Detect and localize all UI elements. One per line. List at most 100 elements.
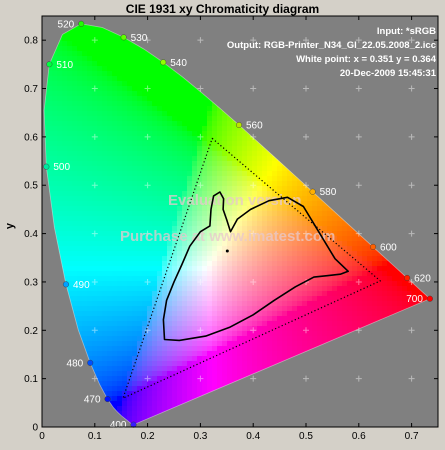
y-tick-label: 0.6 (24, 132, 38, 143)
grid-plus-marker (250, 37, 257, 44)
watermark-line-2: Purchase at www.imatest.com (120, 228, 335, 245)
chart-title: CIE 1931 xy Chromaticity diagram (125, 2, 320, 16)
wavelength-label-510: 510 (56, 60, 73, 71)
wavelength-marker-530 (120, 34, 127, 41)
wavelength-label-490: 490 (73, 280, 90, 291)
wavelength-marker-620 (404, 274, 411, 281)
grid-plus-marker (144, 327, 151, 334)
grid-plus-marker (303, 182, 309, 189)
grid-plus-marker (355, 85, 362, 92)
grid-plus-marker (303, 133, 309, 140)
wavelength-marker-500 (43, 163, 50, 170)
grid-plus-marker (303, 37, 309, 44)
y-tick-label: 0.1 (24, 374, 38, 385)
x-tick-label: 0.1 (88, 431, 102, 442)
axis-ticks: 0 0.1 0.2 0.3 0.4 0.5 0.6 0.7 0 0.1 0.2 0.3 0.4 0.5 0.… (24, 16, 438, 442)
wavelength-marker-560 (235, 122, 242, 129)
grid-plus-marker (408, 182, 415, 189)
grid-plus-marker (408, 230, 415, 237)
wavelength-marker-600 (370, 243, 377, 250)
wavelength-marker-490 (62, 281, 69, 288)
grid-plus-marker (250, 230, 257, 237)
info-input: Input: *sRGB (377, 26, 436, 37)
x-tick-label: 0.4 (246, 431, 260, 442)
wavelength-label-700: 700 (406, 294, 423, 305)
y-tick-label: 0.3 (24, 277, 38, 288)
grid-plus-marker (355, 37, 362, 44)
grid-plus-marker (91, 133, 98, 140)
grid-plus-marker (91, 37, 98, 44)
info-output: Output: RGB-Printer_N34_Gl_22.05.2008_2.… (227, 40, 436, 51)
info-datetime: 20-Dec-2009 15:45:31 (340, 68, 437, 79)
grid-plus-marker (91, 278, 98, 285)
wavelength-marker-540 (160, 59, 167, 66)
wavelength-label-600: 600 (380, 242, 397, 253)
wavelength-label-620: 620 (414, 273, 431, 284)
grid-plus-marker (144, 375, 151, 382)
wavelength-marker-700 (426, 295, 433, 302)
wavelength-label-530: 530 (131, 33, 148, 44)
grid-plus-marker (408, 278, 415, 285)
grid-plus-marker (91, 85, 98, 92)
grid-plus-marker (303, 230, 309, 237)
grid-plus-marker (355, 230, 362, 237)
grid-plus-marker (91, 375, 98, 382)
white-point-marker (225, 249, 229, 253)
gamut-polygon-solid (162, 191, 350, 342)
grid-plus-marker (250, 85, 257, 92)
grid-plus-marker (91, 182, 98, 189)
x-tick-label: 0.3 (193, 431, 207, 442)
grid-plus-markers (91, 37, 415, 382)
grid-plus-marker (355, 182, 362, 189)
y-tick-label: 0.2 (24, 326, 38, 337)
y-tick-label: 0.8 (24, 36, 38, 47)
grid-plus-marker (408, 327, 415, 334)
wavelength-label-470: 470 (84, 395, 101, 406)
grid-plus-marker (197, 278, 204, 285)
grid-plus-marker (197, 327, 204, 334)
grid-plus-marker (303, 85, 309, 92)
x-tick-label: 0.6 (352, 431, 366, 442)
grid-plus-marker (91, 230, 98, 237)
grid-plus-marker (303, 375, 309, 382)
y-tick-label: 0.5 (24, 181, 38, 192)
wavelength-label-400: 400 (110, 420, 127, 431)
gamut-series (122, 137, 381, 399)
grid-plus-marker (355, 133, 362, 140)
wavelength-markers: 400 470 480 490 500 510 520 530 540 560 580 600 620 7… (43, 19, 433, 431)
info-white-point: White point: x = 0.351 y = 0.364 (296, 54, 437, 65)
grid-plus-marker (144, 133, 151, 140)
y-tick-label: 0 (32, 423, 38, 434)
grid-plus-marker (144, 37, 151, 44)
grid-plus-marker (250, 278, 257, 285)
axes-frame (41, 15, 439, 428)
wavelength-marker-510 (46, 61, 53, 68)
grid-plus-marker (408, 37, 415, 44)
grid-plus-marker (197, 133, 204, 140)
grid-plus-marker (144, 278, 151, 285)
grid-plus-marker (250, 375, 257, 382)
wavelength-label-500: 500 (53, 162, 70, 173)
y-tick-label: 0.7 (24, 84, 38, 95)
y-tick-label: 0.4 (24, 229, 38, 240)
grid-plus-marker (250, 133, 257, 140)
x-tick-label: 0.5 (299, 431, 313, 442)
wavelength-marker-520 (78, 20, 85, 27)
grid-plus-marker (355, 327, 362, 334)
grid-plus-marker (197, 182, 204, 189)
wavelength-label-580: 580 (320, 187, 337, 198)
grid-plus-marker (408, 375, 415, 382)
wavelength-label-520: 520 (58, 19, 75, 30)
wavelength-marker-470 (104, 396, 111, 403)
x-tick-label: 0.7 (405, 431, 419, 442)
wavelength-label-560: 560 (246, 121, 263, 132)
grid-plus-marker (408, 85, 415, 92)
grid-plus-marker (408, 133, 415, 140)
x-tick-label: 0 (39, 431, 45, 442)
grid-plus-marker (197, 85, 204, 92)
watermark: Evaluation version Purchase at www.imate… (120, 192, 335, 245)
x-tick-label: 0.2 (141, 431, 155, 442)
grid-plus-marker (144, 85, 151, 92)
